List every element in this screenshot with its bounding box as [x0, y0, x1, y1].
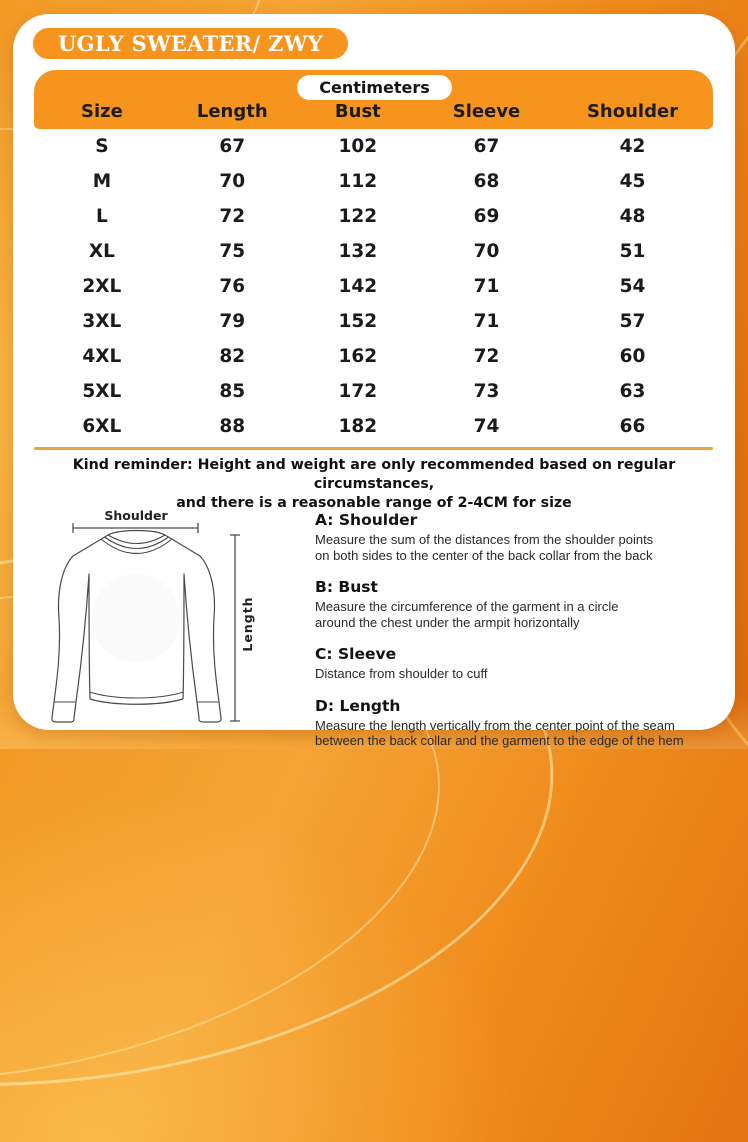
product-title-badge: UGLY SWEATER/ ZWY	[33, 28, 348, 59]
table-cell: 60	[619, 346, 646, 367]
sweater-seams	[54, 534, 219, 703]
note-line: and there is a reasonable range of 2-4CM…	[176, 495, 572, 511]
measurement-heading: B: Bust	[315, 578, 378, 596]
table-cell: 2XL	[82, 276, 122, 297]
table-cell: 57	[619, 311, 646, 332]
section-divider	[34, 447, 713, 450]
table-cell: 79	[219, 311, 246, 332]
table-cell: 71	[473, 276, 500, 297]
table-row: S 67 102 67 42	[34, 129, 713, 164]
table-cell: 70	[219, 171, 246, 192]
measurement-list: A: Shoulder Measure the sum of the distan…	[315, 511, 729, 764]
table-cell: 82	[219, 346, 246, 367]
table-cell: 45	[619, 171, 646, 192]
column-header: Bust	[334, 100, 381, 122]
table-cell: 70	[473, 241, 500, 262]
table-cell: 68	[473, 171, 500, 192]
table-row: 6XL 88 182 74 66	[34, 409, 713, 444]
column-header: Length	[196, 100, 268, 122]
table-cell: 48	[619, 206, 646, 227]
table-cell: 76	[219, 276, 246, 297]
table-cell: 88	[219, 416, 246, 437]
column-header-row: Size Length Bust Sleeve Shoulder	[34, 97, 713, 125]
shoulder-dimension-line	[72, 523, 199, 533]
sweater-outline	[51, 529, 222, 723]
table-cell: 152	[338, 311, 378, 332]
kind-reminder-note: Kind reminder: Height and weight are onl…	[21, 456, 727, 513]
table-cell: 51	[619, 241, 646, 262]
measurement-item: D: Length Measure the length vertically f…	[315, 697, 729, 749]
table-cell: 54	[619, 276, 646, 297]
measurement-description: Distance from shoulder to cuff	[315, 666, 488, 681]
column-header: Shoulder	[586, 100, 679, 122]
sweater-measurement-diagram: Shoulder Length	[43, 506, 308, 732]
table-cell: M	[92, 171, 112, 192]
table-cell: 4XL	[82, 346, 122, 367]
table-cell: 73	[473, 381, 500, 402]
table-cell: 74	[473, 416, 500, 437]
chest-watermark	[92, 574, 180, 662]
measurement-heading: C: Sleeve	[315, 645, 397, 663]
table-cell: 67	[473, 136, 500, 157]
measurement-description: Measure the length vertically from the c…	[315, 717, 684, 749]
table-body: S 67 102 67 42 M 70 112 68 45 L 72 122 69 48 XL 75 132 70 5…	[34, 129, 713, 444]
measurement-item: C: Sleeve Distance from shoulder to cuff	[315, 645, 729, 682]
column-header: Size	[80, 100, 123, 122]
table-row: L 72 122 69 48	[34, 199, 713, 234]
table-cell: 71	[473, 311, 500, 332]
length-dimension-line	[230, 534, 240, 722]
measurement-item: B: Bust Measure the circumference of the …	[315, 578, 729, 630]
table-cell: 72	[473, 346, 500, 367]
measurement-item: A: Shoulder Measure the sum of the distan…	[315, 511, 729, 563]
table-cell: 63	[619, 381, 646, 402]
table-cell: 3XL	[82, 311, 122, 332]
length-dimension-label: Length	[240, 596, 255, 651]
measurement-description: Measure the circumference of the garment…	[315, 599, 619, 630]
sweater-diagram-svg: Shoulder Length	[51, 508, 255, 723]
table-cell: 182	[338, 416, 378, 437]
table-cell: 162	[338, 346, 378, 367]
table-row: XL 75 132 70 51	[34, 234, 713, 269]
table-cell: 172	[338, 381, 378, 402]
table-row: 2XL 76 142 71 54	[34, 269, 713, 304]
table-cell: 132	[338, 241, 378, 262]
table-cell: 122	[338, 206, 378, 227]
measurement-heading: D: Length	[315, 696, 401, 715]
table-cell: 6XL	[82, 416, 122, 437]
table-row: 3XL 79 152 71 57	[34, 304, 713, 339]
table-row: 4XL 82 162 72 60	[34, 339, 713, 374]
table-cell: 112	[338, 171, 378, 192]
table-cell: 102	[338, 136, 378, 157]
table-cell: 67	[219, 136, 246, 157]
note-line: Kind reminder: Height and weight are onl…	[72, 457, 676, 492]
table-cell: 142	[338, 276, 378, 297]
table-cell: 75	[219, 241, 246, 262]
shoulder-dimension-label: Shoulder	[104, 508, 168, 523]
table-cell: 85	[219, 381, 246, 402]
unit-badge: Centimeters	[297, 75, 452, 100]
column-header: Sleeve	[452, 100, 521, 122]
table-header-bar: Centimeters Size Length Bust Sleeve Shoulder	[34, 70, 713, 129]
table-cell: L	[96, 206, 108, 227]
table-cell: S	[95, 136, 109, 157]
size-chart-card: UGLY SWEATER/ ZWY Centimeters Size Length…	[13, 14, 735, 748]
table-cell: 72	[219, 206, 246, 227]
measurement-heading: A: Shoulder	[315, 511, 418, 529]
table-cell: 69	[473, 206, 500, 227]
measurement-description: Measure the sum of the distances from th…	[315, 532, 654, 563]
table-cell: 66	[619, 416, 646, 437]
table-cell: 42	[619, 136, 646, 157]
table-cell: 5XL	[82, 381, 122, 402]
table-row: M 70 112 68 45	[34, 164, 713, 199]
table-row: 5XL 85 172 73 63	[34, 374, 713, 409]
table-cell: XL	[88, 241, 115, 262]
